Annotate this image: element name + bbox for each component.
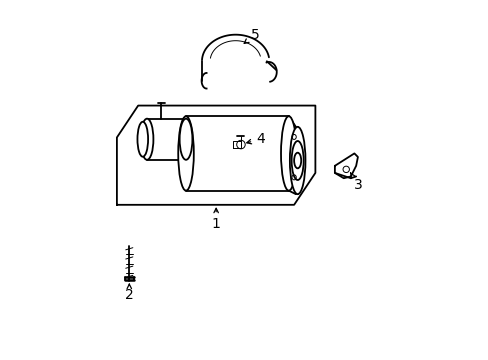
Ellipse shape <box>293 153 301 168</box>
Text: 3: 3 <box>350 173 362 192</box>
Text: 5: 5 <box>244 28 259 44</box>
Ellipse shape <box>178 116 193 191</box>
Ellipse shape <box>281 116 296 191</box>
Ellipse shape <box>141 119 153 160</box>
Text: 2: 2 <box>124 284 133 302</box>
Text: 4: 4 <box>246 132 264 146</box>
Ellipse shape <box>291 141 303 180</box>
Text: 1: 1 <box>211 208 220 231</box>
Ellipse shape <box>179 119 192 160</box>
Ellipse shape <box>137 122 148 157</box>
Ellipse shape <box>289 127 305 194</box>
